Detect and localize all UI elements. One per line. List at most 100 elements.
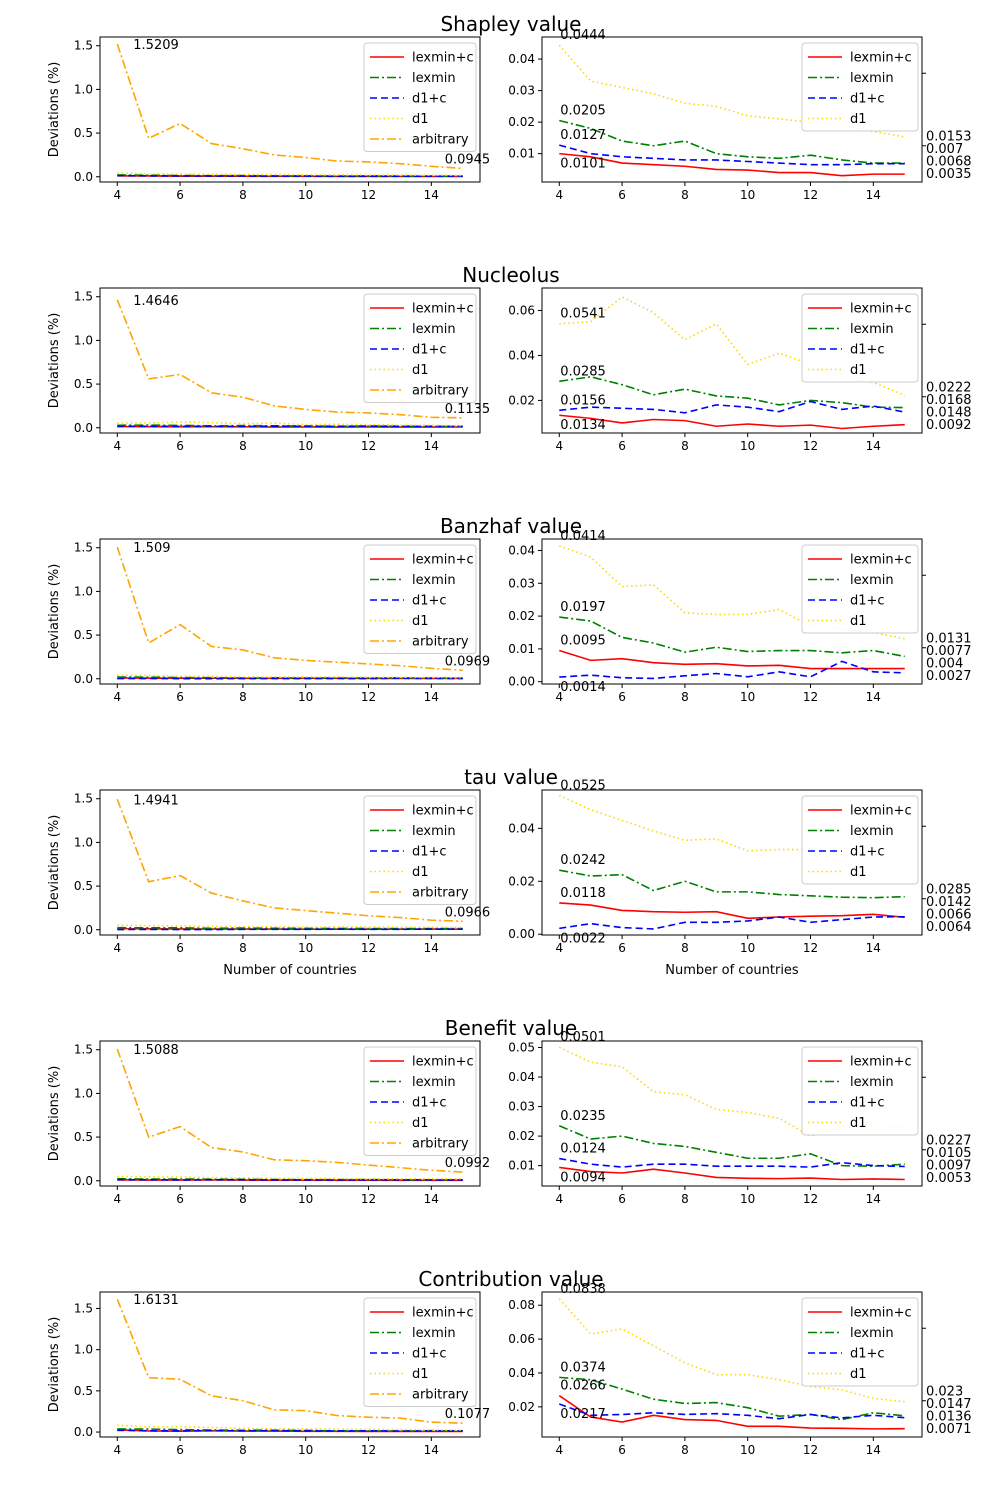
x-tick-label: 14 <box>866 439 881 453</box>
data-label: 0.0095 <box>560 634 606 649</box>
chart-4: Benefit value 4 6 8 10 12 14 0.0 0.5 1.0 1.5 lexmin… <box>47 1016 972 1206</box>
end-label: 0.0168 <box>926 393 972 408</box>
x-tick-label: 10 <box>740 188 755 202</box>
legend-label-d1-c: d1+c <box>850 1096 885 1111</box>
x-tick-label: 12 <box>361 439 376 453</box>
data-label: 0.0374 <box>560 1360 606 1375</box>
x-tick-label: 6 <box>618 941 626 955</box>
legend-label-d1: d1 <box>412 865 429 880</box>
end-label: 0.0105 <box>926 1146 972 1161</box>
data-label: 0.0014 <box>560 680 606 695</box>
legend-frame <box>801 293 919 383</box>
series-line-lexmin-c <box>558 1395 905 1430</box>
chart-title: Shapley value <box>440 12 581 36</box>
data-label: 0.0156 <box>560 393 606 408</box>
y-tick-label: 0.00 <box>508 927 535 941</box>
x-tick-label: 8 <box>239 941 247 955</box>
x-tick-label: 8 <box>681 1192 689 1206</box>
end-label: 0.007 <box>926 142 963 157</box>
legend-label-d1-c: d1+c <box>850 343 885 358</box>
legend-label-d1: d1 <box>412 614 429 629</box>
y-tick-label: 0.5 <box>74 1384 93 1398</box>
legend-frame <box>363 795 477 905</box>
y-tick-label: 0.04 <box>508 821 535 835</box>
legend: lexmin+c lexmin d1+c d1 arbitrary <box>363 42 477 152</box>
y-tick-label: 1.0 <box>74 333 93 347</box>
series-line-lexmin-c <box>559 414 905 430</box>
legend: lexmin+c lexmin d1+c d1 arbitrary <box>363 1297 477 1407</box>
x-tick-label: 14 <box>866 188 881 202</box>
legend: lexmin+c lexmin d1+c d1 arbitrary <box>363 293 477 403</box>
legend-label-d1: d1 <box>412 1116 429 1131</box>
y-tick-label: 0.08 <box>508 1298 535 1312</box>
data-label: 0.0525 <box>560 778 606 793</box>
right-subplot: 4 6 8 10 12 14 0.00 0.02 0.04 lexmin+c lexmin d1+c d… <box>508 778 971 978</box>
y-tick-label: 0.5 <box>74 126 93 140</box>
end-label: 0.0077 <box>926 644 972 659</box>
x-tick-label: 4 <box>113 941 121 955</box>
x-tick-label: 14 <box>424 941 439 955</box>
end-label: 0.0153 <box>926 130 972 145</box>
x-tick-label: 4 <box>555 439 563 453</box>
y-tick-label: 0.0 <box>74 672 93 686</box>
data-label: 0.0197 <box>560 600 606 615</box>
right-subplot: 4 6 8 10 12 14 0.01 0.02 0.03 0.04 lexmin+c lexmin d… <box>508 28 971 202</box>
y-tick-label: 0.04 <box>508 52 535 66</box>
x-tick-label: 10 <box>298 439 313 453</box>
data-label: 0.0501 <box>560 1030 606 1045</box>
data-label: 1.4646 <box>133 294 179 309</box>
x-tick-label: 6 <box>618 690 626 704</box>
y-tick-label: 0.06 <box>508 303 535 317</box>
series-line-lexmin-c <box>559 902 905 920</box>
legend-label-lexmin-c: lexmin+c <box>850 1306 912 1321</box>
data-label: 0.1135 <box>445 402 491 417</box>
y-tick-label: 0.03 <box>508 576 535 590</box>
series-line-lexmin <box>559 1376 905 1421</box>
axes-frame <box>99 287 481 434</box>
data-label: 1.6131 <box>133 1293 179 1308</box>
left-subplot: 4 6 8 10 12 14 0.0 0.5 1.0 1.5 lexmin+c lexmin d1+c d… <box>47 36 491 202</box>
x-tick-label: 6 <box>618 188 626 202</box>
x-tick-label: 12 <box>361 1443 376 1457</box>
data-label: 0.0969 <box>445 654 491 669</box>
x-tick-label: 8 <box>681 439 689 453</box>
x-tick-label: 8 <box>239 1443 247 1457</box>
y-tick-label: 1.0 <box>74 1086 93 1100</box>
legend-label-lexmin-c: lexmin+c <box>412 1306 474 1321</box>
legend-frame <box>801 1297 919 1387</box>
axes-frame <box>541 1040 923 1187</box>
series-line-lexmin <box>559 869 905 899</box>
y-tick-label: 1.5 <box>74 1043 93 1057</box>
legend-label-arbitrary: arbitrary <box>412 886 469 901</box>
legend: lexmin+c lexmin d1+c d1 <box>801 1297 919 1387</box>
axes-frame <box>541 36 923 183</box>
data-label: 0.0205 <box>560 104 606 119</box>
x-tick-label: 4 <box>113 690 121 704</box>
series-line-lexmin <box>117 926 463 930</box>
series-line-lexmin-c <box>559 1166 905 1181</box>
legend-label-d1-c: d1+c <box>850 594 885 609</box>
legend: lexmin+c lexmin d1+c d1 <box>801 1046 919 1136</box>
y-tick-label: 0.06 <box>508 1332 535 1346</box>
x-axis-label: Number of countries <box>665 963 799 978</box>
axes-frame <box>99 1040 481 1187</box>
legend-label-lexmin-c: lexmin+c <box>412 553 474 568</box>
y-tick-label: 0.04 <box>508 543 535 557</box>
y-tick-label: 0.5 <box>74 879 93 893</box>
y-tick-label: 0.5 <box>74 1130 93 1144</box>
x-tick-label: 4 <box>555 1443 563 1457</box>
y-tick-label: 0.02 <box>508 1400 535 1414</box>
x-tick-label: 10 <box>740 1443 755 1457</box>
x-tick-label: 14 <box>866 690 881 704</box>
x-tick-label: 6 <box>618 439 626 453</box>
data-label: 0.0992 <box>445 1156 491 1171</box>
series-line-arbitrary <box>116 798 463 923</box>
legend-label-lexmin: lexmin <box>412 322 456 337</box>
x-tick-label: 6 <box>176 439 184 453</box>
legend-label-arbitrary: arbitrary <box>412 635 469 650</box>
axes-frame <box>541 1291 923 1438</box>
series-line-lexmin <box>559 119 905 164</box>
data-label: 0.0945 <box>445 153 491 168</box>
x-tick-label: 6 <box>176 941 184 955</box>
